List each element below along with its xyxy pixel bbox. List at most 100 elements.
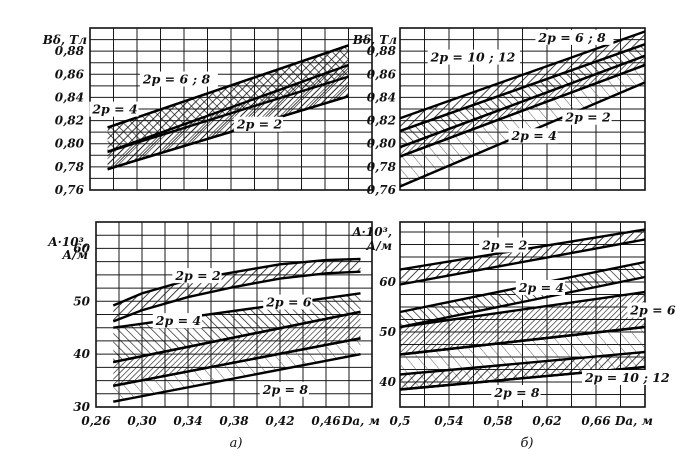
caption-right: б) [520, 436, 533, 451]
chart-panel-bottom-left: 2p = 2 2p = 4 2p = 6 2p = 8 30 40 50 60 0,26 0,30… [47, 221, 380, 428]
x-tick-label: 0,62 [532, 414, 561, 428]
band-upper-edge [399, 325, 646, 356]
band-label: 2p = 2 [174, 268, 221, 283]
band-label: 2p = 8 [493, 385, 540, 400]
y-tick-label: 0,76 [367, 183, 397, 197]
y-tick-label: 30 [73, 400, 90, 414]
y-axis-label: A·10³, [47, 235, 88, 249]
band-label-bg [508, 128, 558, 144]
band-label: 2p = 2 [481, 238, 528, 253]
band-2p-10-12 [400, 352, 645, 390]
plot-frame [95, 221, 373, 408]
caption-left: a) [230, 436, 243, 451]
x-tick-label: 0,54 [434, 414, 463, 428]
band-label: 2p = 10 ; 12 [430, 50, 516, 65]
x-tick-label: 0,30 [127, 414, 157, 428]
y-axis-label: Bδ, Тл [42, 33, 87, 47]
x-tick-label: 0,34 [173, 414, 202, 428]
band-2p-2 [400, 229, 645, 285]
y-axis-label: Bδ, Тл [352, 33, 397, 47]
band-2p-6-8 [400, 31, 645, 131]
band-label-bg [627, 302, 677, 318]
band-2p-10-12 [400, 44, 645, 148]
band-2p-4 [113, 293, 361, 363]
band-2p-8 [113, 338, 361, 402]
y-tick-label: 0,80 [55, 137, 85, 151]
band-label-bg [491, 385, 541, 400]
band-label-bg [581, 370, 675, 385]
plot-frame [399, 27, 646, 191]
band-2p-2 [113, 259, 361, 322]
y-tick-label: 0,82 [367, 114, 396, 128]
y-tick-label: 40 [379, 375, 396, 389]
band-label-bg [89, 101, 139, 117]
band-upper-edge [113, 337, 361, 388]
band-upper-edge [399, 43, 646, 133]
band-lower-edge [112, 270, 361, 323]
y-tick-label: 0,84 [367, 90, 396, 104]
band-label-bg [152, 313, 202, 329]
band-lower-edge [399, 275, 646, 329]
band-upper-edge [399, 30, 646, 120]
band-label-bg [263, 294, 313, 310]
y-tick-label: 50 [379, 325, 396, 339]
y-axis-label: A·10³, [351, 225, 392, 239]
y-tick-label: 50 [73, 294, 90, 308]
y-axis-unit: А/м [365, 239, 392, 253]
y-tick-label: 0,88 [55, 44, 85, 58]
band-label: 2p = 6 [265, 295, 312, 310]
band-label: 2p = 4 [518, 280, 564, 295]
band-label-bg [535, 29, 614, 45]
y-tick-label: 0,78 [55, 160, 85, 174]
y-axis-unit: А/м [61, 248, 88, 262]
band-label-bg [259, 381, 309, 397]
y-tick-label: 0,84 [55, 90, 84, 104]
band-2p-4 [400, 65, 645, 187]
band-label-bg [172, 268, 222, 284]
band-label: 2p = 6 ; 8 [537, 30, 606, 45]
band-upper-edge [399, 290, 646, 329]
band-label: 2p = 4 [155, 313, 201, 328]
band-label: 2p = 8 [262, 382, 309, 397]
y-tick-label: 0,78 [367, 160, 397, 174]
x-tick-label: 0,38 [219, 414, 249, 428]
y-tick-label: 0,86 [55, 67, 85, 81]
y-tick-label: 40 [73, 347, 90, 361]
x-tick-label: 0,42 [265, 414, 294, 428]
band-label: 2p = 6 ; 8 [142, 72, 211, 87]
x-tick-label: 0,58 [483, 414, 513, 428]
y-tick-label: 0,82 [55, 114, 84, 128]
y-tick-label: 0,76 [55, 183, 85, 197]
y-tick-label: 0,88 [367, 44, 397, 58]
band-lower-edge [399, 238, 646, 286]
band-2p-2 [107, 65, 349, 170]
band-lower-edge [113, 352, 361, 403]
band-upper-edge [399, 350, 646, 376]
band-2p-6 [400, 292, 645, 355]
x-tick-label: 0,46 [311, 414, 341, 428]
band-lower-edge [107, 95, 349, 171]
band-upper-edge [399, 54, 646, 149]
chart-panel-top-right: 2p = 6 ; 8 2p = 10 ; 12 2p = 2 2p = 4 0,76 0,… [352, 27, 646, 197]
band-label-bg [479, 237, 529, 253]
band-label: 2p = 4 [91, 102, 137, 117]
y-tick-label: 0,86 [367, 67, 397, 81]
chart-panel-bottom-right: 2p = 2 2p = 4 2p = 6 2p = 10 ; 12 2p = 8 40 50… [351, 221, 677, 428]
band-label-bg [515, 280, 566, 295]
band-upper-edge [107, 44, 349, 129]
x-tick-label: 0,66 [581, 414, 611, 428]
x-axis-label: Da, м [341, 414, 380, 428]
band-2p-6 [113, 311, 361, 386]
band-label: 2p = 10 ; 12 [584, 370, 670, 385]
band-label-bg [562, 109, 612, 125]
band-label-bg [139, 71, 218, 87]
x-axis-label: Da, м [614, 414, 653, 428]
band-label: 2p = 6 [629, 303, 676, 318]
band-upper-edge [112, 257, 361, 307]
band-label-bg [233, 116, 284, 132]
band-label: 2p = 2 [236, 117, 283, 132]
band-upper-edge [107, 63, 349, 153]
band-label: 2p = 4 [510, 128, 556, 143]
y-tick-label: 60 [379, 275, 396, 289]
